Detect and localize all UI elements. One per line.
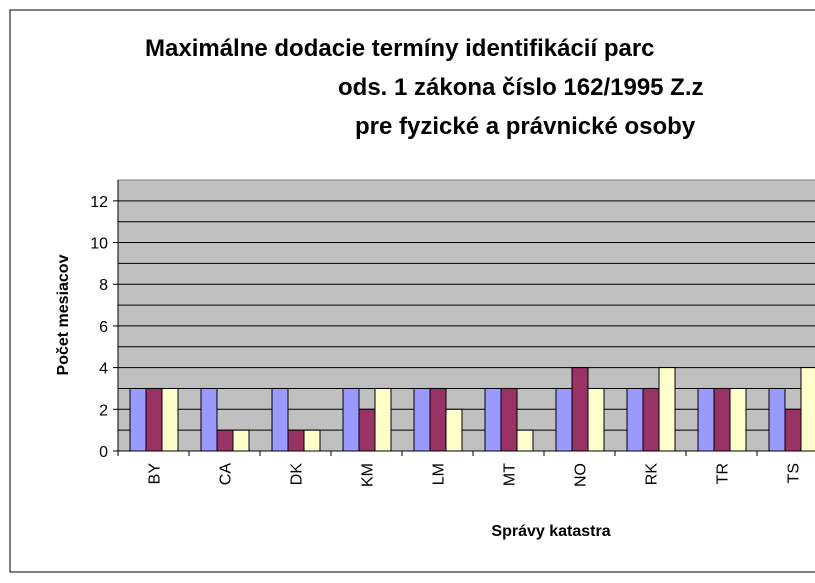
bar xyxy=(784,408,802,452)
y-tick-label: 4 xyxy=(99,361,108,378)
bar xyxy=(287,429,305,452)
bar xyxy=(713,387,731,452)
bar xyxy=(587,387,605,452)
bar xyxy=(358,408,376,452)
bar xyxy=(200,387,218,452)
x-tick-label: CA xyxy=(218,463,235,486)
y-axis-title: Počet mesiacov xyxy=(55,254,72,375)
y-tick-label: 2 xyxy=(99,402,108,419)
bar xyxy=(303,429,321,452)
y-tick-label: 12 xyxy=(90,194,108,211)
bar xyxy=(800,367,815,452)
bar xyxy=(642,387,660,452)
bar xyxy=(271,387,289,452)
bar xyxy=(145,387,163,452)
chart-title: Maximálne dodacie termíny identifikácií … xyxy=(145,35,655,62)
bar xyxy=(626,387,644,452)
bar xyxy=(516,429,534,452)
y-tick-label: 10 xyxy=(90,236,108,253)
x-tick-label: KM xyxy=(360,463,377,487)
x-tick-label: RK xyxy=(644,463,661,486)
chart-title: ods. 1 zákona číslo 162/1995 Z.z xyxy=(338,74,704,101)
bar xyxy=(729,387,747,452)
bar xyxy=(429,387,447,452)
x-tick-label: LM xyxy=(431,463,448,485)
bar xyxy=(500,387,518,452)
bar xyxy=(232,429,250,452)
bar xyxy=(697,387,715,452)
chart-title: pre fyzické a právnické osoby xyxy=(355,113,696,140)
bar xyxy=(413,387,431,452)
x-axis-title: Správy katastra xyxy=(491,523,610,540)
bar xyxy=(374,387,392,452)
bar xyxy=(658,367,676,452)
x-tick-label: TR xyxy=(715,463,732,484)
bar xyxy=(484,387,502,452)
bar xyxy=(555,387,573,452)
bar xyxy=(571,367,589,452)
x-tick-label: BY xyxy=(147,463,164,485)
bar xyxy=(129,387,147,452)
bar xyxy=(768,387,786,452)
y-tick-label: 6 xyxy=(99,319,108,336)
bar xyxy=(445,408,463,452)
bar xyxy=(342,387,360,452)
x-tick-label: TS xyxy=(786,463,803,483)
bar xyxy=(161,387,179,452)
x-tick-label: DK xyxy=(289,463,306,486)
x-tick-label: MT xyxy=(502,463,519,486)
bar xyxy=(216,429,234,452)
x-tick-label: NO xyxy=(573,463,590,487)
y-tick-label: 8 xyxy=(99,277,108,294)
y-tick-label: 0 xyxy=(99,444,108,461)
